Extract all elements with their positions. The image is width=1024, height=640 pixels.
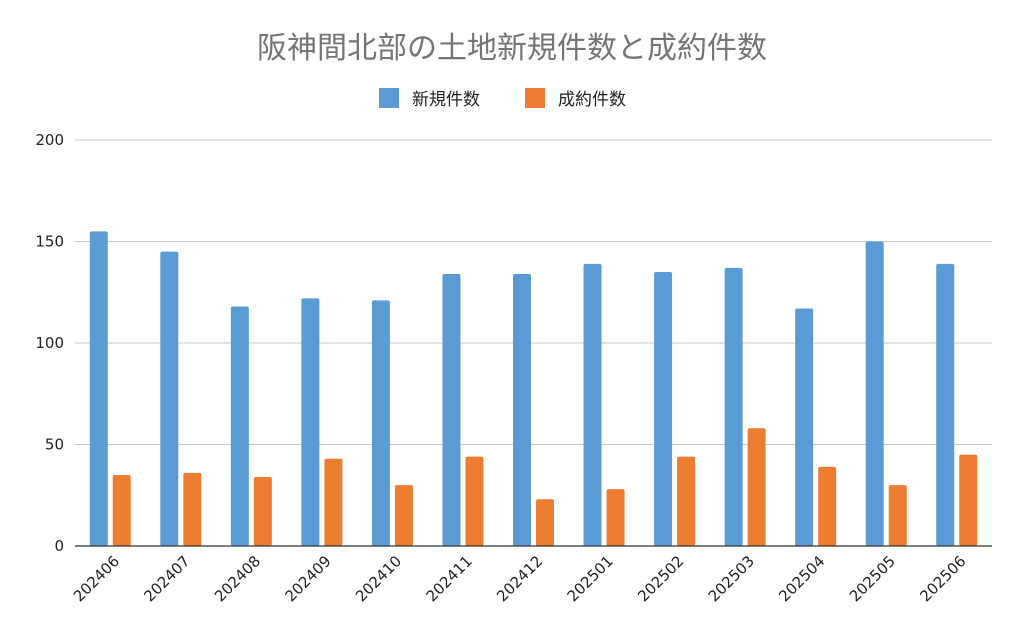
legend-swatch-closed [525, 88, 545, 108]
x-tick-label: 202504 [775, 552, 828, 605]
x-tick-label: 202411 [423, 552, 476, 605]
bar-closed-202409 [324, 458, 343, 546]
y-tick-label: 150 [35, 233, 64, 251]
x-tick-label: 202501 [564, 552, 617, 605]
bar-new-202411 [442, 273, 461, 546]
bar-new-202506 [936, 263, 955, 546]
bar-new-202406 [89, 231, 108, 546]
bar-closed-202411 [465, 456, 484, 546]
bar-closed-202410 [394, 485, 413, 546]
bars [89, 231, 978, 546]
y-tick-label: 200 [35, 131, 64, 149]
legend-swatch-new [379, 88, 399, 108]
chart-title: 阪神間北部の土地新規件数と成約件数 [257, 31, 767, 66]
x-tick-label: 202410 [352, 552, 405, 605]
bar-closed-202408 [253, 476, 272, 546]
bar-closed-202502 [677, 456, 696, 546]
x-tick-label: 202412 [493, 552, 546, 605]
x-tick-label: 202503 [705, 552, 758, 605]
bar-new-202503 [724, 267, 743, 546]
bar-closed-202412 [536, 499, 554, 546]
bar-new-202505 [865, 241, 884, 546]
legend-label-new: 新規件数 [412, 90, 480, 110]
bar-new-202410 [371, 300, 390, 546]
bar-new-202504 [795, 308, 814, 546]
bar-closed-202504 [818, 466, 837, 546]
x-tick-label: 202407 [140, 552, 193, 605]
x-tick-label: 202505 [846, 552, 899, 605]
x-axis-ticks: 202406 202407 202408 202409 202410 202411 2024… [70, 552, 970, 605]
y-axis-ticks: 0 50 100 150 200 [35, 131, 64, 555]
x-tick-label: 202406 [70, 552, 123, 605]
legend-label-closed: 成約件数 [558, 90, 626, 110]
bar-closed-202505 [888, 485, 907, 546]
bar-closed-202503 [747, 428, 766, 546]
y-tick-label: 100 [35, 334, 64, 352]
x-tick-label: 202409 [281, 552, 334, 605]
bar-new-202502 [654, 271, 673, 546]
gridlines [75, 139, 992, 445]
bar-new-202408 [230, 306, 249, 546]
bar-closed-202506 [959, 454, 978, 546]
bar-new-202407 [160, 251, 179, 546]
y-tick-label: 50 [45, 436, 64, 454]
bar-new-202501 [583, 263, 602, 546]
x-tick-label: 202506 [916, 552, 969, 605]
bar-new-202409 [301, 298, 320, 546]
bar-closed-202501 [606, 489, 625, 546]
y-tick-label: 0 [54, 537, 64, 555]
bar-new-202412 [513, 273, 531, 546]
legend: 新規件数 成約件数 [379, 88, 626, 110]
x-tick-label: 202502 [634, 552, 687, 605]
x-tick-label: 202408 [211, 552, 264, 605]
bar-closed-202406 [112, 474, 131, 546]
bar-closed-202407 [183, 472, 202, 546]
